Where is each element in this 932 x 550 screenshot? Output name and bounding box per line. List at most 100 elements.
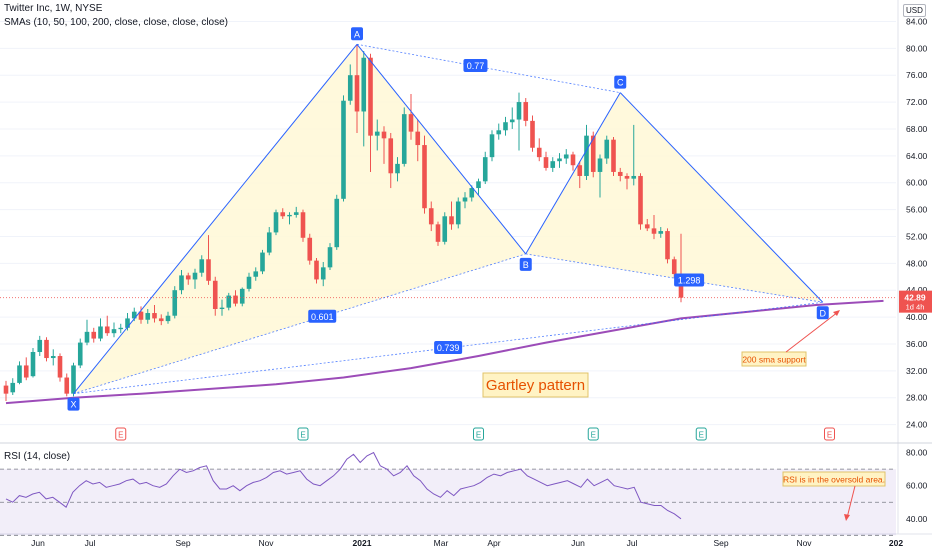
candle-body (57, 356, 63, 378)
candle (192, 268, 198, 289)
candle (253, 267, 259, 281)
earnings-marker-label: E (476, 431, 481, 440)
candle-body (30, 352, 36, 377)
price-tick: 52.00 (906, 231, 928, 241)
candle (138, 306, 144, 324)
earnings-marker-label: E (699, 431, 704, 440)
candle-body (523, 102, 529, 121)
candle-body (307, 237, 313, 261)
sma-support-arrowhead (833, 310, 840, 316)
time-label: Nov (258, 538, 274, 548)
point-a-bg (351, 27, 363, 41)
point-x-bg (67, 397, 80, 411)
point-c-text: C (617, 78, 624, 88)
candle-body (557, 158, 562, 162)
candle-body (98, 326, 103, 339)
candle-body (347, 75, 353, 101)
candle-body (503, 122, 508, 131)
candle (233, 290, 238, 307)
candle-body (314, 260, 319, 280)
ratio-bd-bg (674, 273, 705, 287)
ratio-bd-text: 1.298 (678, 276, 701, 286)
earnings-marker: E (297, 427, 309, 441)
candle-body (293, 212, 299, 215)
currency-badge[interactable]: USD (903, 4, 926, 17)
candle-body (185, 275, 191, 280)
time-label: 2021 (353, 538, 372, 548)
rsi-legend: RSI (14, close) (4, 451, 70, 462)
candle-body (273, 212, 279, 233)
candle (152, 304, 157, 323)
time-label: Sep (175, 538, 190, 548)
leg-cd (619, 92, 824, 303)
candle (239, 287, 245, 307)
gartley-pattern-box (482, 372, 589, 398)
candle-body (374, 131, 380, 136)
candle (374, 119, 380, 151)
gartley-pattern-label: Gartley pattern (482, 372, 589, 398)
candle-body (354, 75, 360, 112)
price-tick: 68.00 (906, 124, 928, 134)
rsi-note-arrowhead (844, 514, 850, 521)
price-tick: 32.00 (906, 366, 928, 376)
candle (516, 92, 522, 151)
time-label: Jul (85, 538, 96, 548)
candle-body (131, 311, 137, 319)
candle-body (206, 259, 211, 281)
candle-body (165, 315, 171, 322)
earnings-marker-box (473, 427, 484, 441)
time-label: Mar (434, 538, 449, 548)
rsi-tick: 40.00 (906, 514, 928, 524)
candle (185, 272, 191, 285)
candle-body (77, 342, 83, 366)
candle (361, 51, 367, 147)
price-tick: 44.00 (906, 285, 928, 295)
sma-legend: SMAs (10, 50, 100, 200, close, close, cl… (4, 17, 228, 28)
price-tick: 48.00 (906, 258, 928, 268)
candle (604, 135, 610, 164)
candle (536, 138, 542, 162)
candle-body (10, 382, 16, 393)
candle (449, 201, 454, 230)
earnings-marker: E (115, 427, 127, 441)
candle-body (624, 175, 630, 179)
candle (368, 53, 373, 172)
candle-body (300, 212, 306, 238)
rsi-note-text: RSI is in the oversold area. (783, 475, 885, 485)
candle (23, 357, 29, 381)
earnings-marker: E (824, 427, 835, 441)
rsi-note: RSI is in the oversold area. (782, 471, 886, 487)
candle-body (266, 232, 272, 253)
candle-body (395, 163, 400, 174)
point-b-bg (519, 257, 532, 271)
price-tick: 28.00 (906, 393, 928, 403)
candle-body (604, 139, 610, 159)
earnings-marker-label: E (827, 431, 832, 440)
candle-body (17, 365, 22, 383)
time-label: Nov (796, 538, 812, 548)
point-c-bg (614, 75, 627, 89)
candle-body (671, 259, 677, 275)
candle-body (239, 288, 245, 304)
candle (165, 311, 171, 324)
candle-body (37, 339, 43, 352)
candle-body (138, 311, 144, 320)
candle-body (23, 365, 29, 378)
candle (77, 338, 83, 369)
candle-body (550, 161, 556, 168)
candle (381, 126, 387, 164)
point-a: A (351, 27, 363, 41)
candle-body (158, 318, 164, 322)
candle-body (489, 134, 495, 158)
earnings-marker-box (695, 427, 707, 441)
point-d: D (816, 306, 829, 320)
ratio-xb-text: 0.601 (311, 312, 334, 322)
ratio-bd: 1.298 (674, 273, 705, 287)
leg-ac (356, 43, 621, 94)
earnings-marker-box (297, 427, 309, 441)
candle (550, 157, 556, 172)
leg-ab (356, 43, 527, 255)
point-b-text: B (523, 260, 529, 270)
candle (597, 154, 603, 198)
candle-body (644, 224, 650, 229)
